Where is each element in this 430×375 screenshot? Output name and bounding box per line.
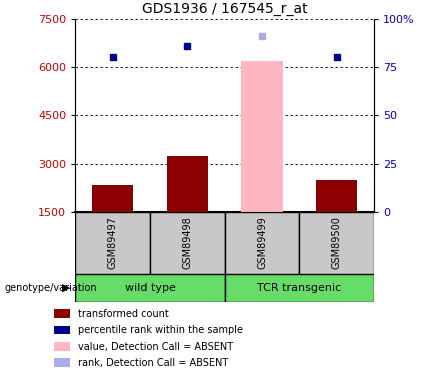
Bar: [75, 274, 224, 302]
Bar: [92, 184, 133, 212]
Text: percentile rank within the sample: percentile rank within the sample: [77, 325, 243, 335]
Bar: [54, 358, 70, 367]
Text: ▶: ▶: [62, 283, 71, 293]
Text: wild type: wild type: [125, 283, 175, 293]
Bar: [316, 180, 357, 212]
Text: TCR transgenic: TCR transgenic: [257, 283, 341, 293]
Bar: [242, 61, 283, 212]
Bar: [54, 342, 70, 351]
Bar: [54, 309, 70, 318]
Text: GSM89499: GSM89499: [257, 216, 267, 269]
Text: GSM89500: GSM89500: [332, 216, 342, 269]
Bar: [224, 274, 374, 302]
Text: genotype/variation: genotype/variation: [4, 283, 97, 293]
Bar: [150, 212, 224, 274]
Bar: [75, 212, 150, 274]
Text: GSM89498: GSM89498: [182, 216, 192, 269]
Text: value, Detection Call = ABSENT: value, Detection Call = ABSENT: [77, 342, 233, 352]
Bar: [299, 212, 374, 274]
Text: transformed count: transformed count: [77, 309, 168, 319]
Bar: [224, 212, 299, 274]
Text: GSM89497: GSM89497: [108, 216, 118, 269]
Title: GDS1936 / 167545_r_at: GDS1936 / 167545_r_at: [142, 2, 307, 16]
Bar: [167, 156, 208, 212]
Text: rank, Detection Call = ABSENT: rank, Detection Call = ABSENT: [77, 358, 228, 368]
Bar: [54, 326, 70, 334]
